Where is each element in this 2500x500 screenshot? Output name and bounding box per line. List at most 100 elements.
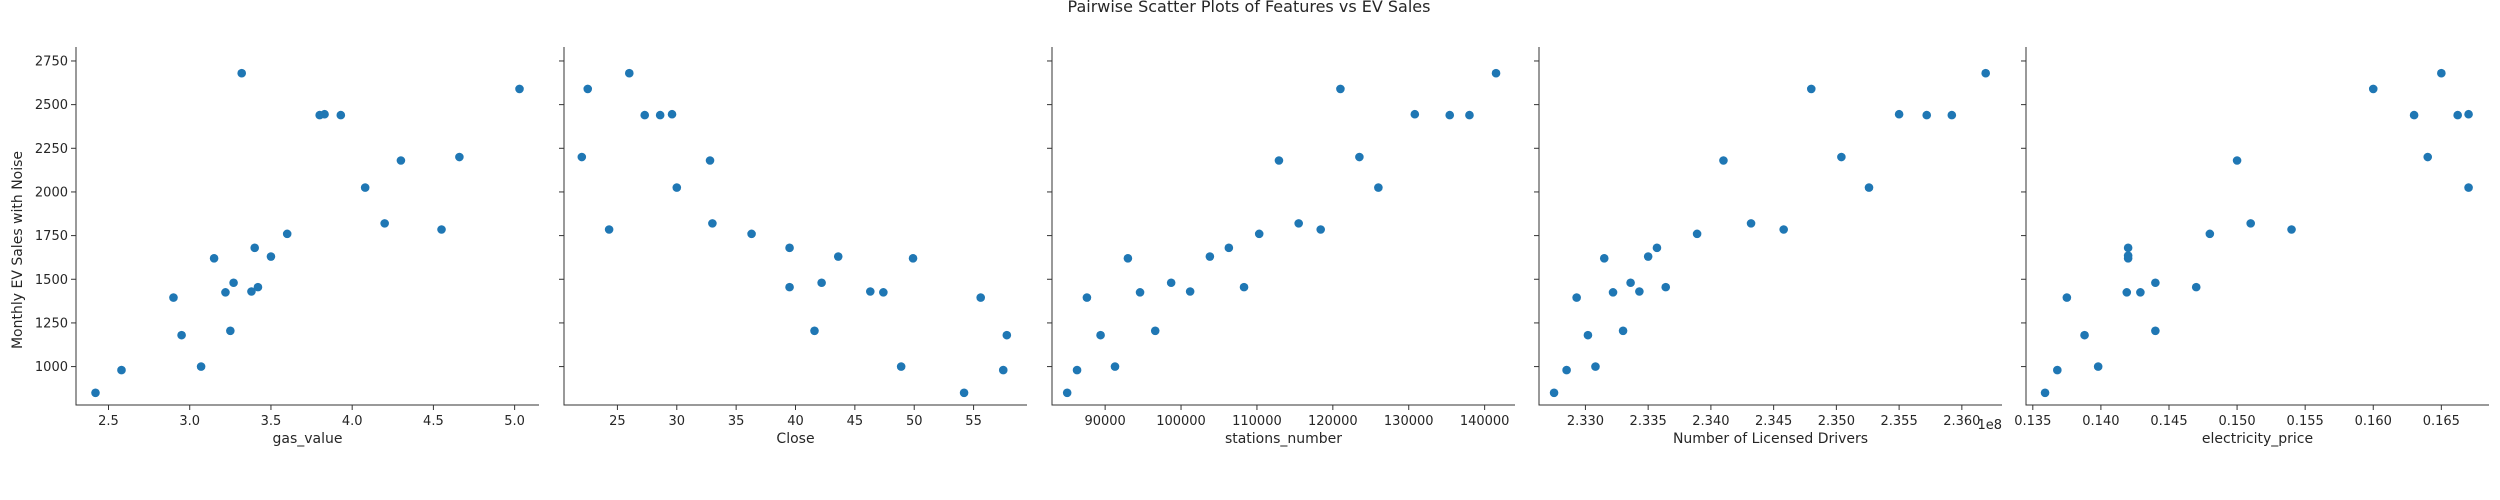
data-point [1746, 219, 1756, 228]
x-tick-label: 130000 [1384, 414, 1434, 429]
y-tick-label: 2500 [35, 98, 68, 113]
x-tick-label: 2.360 [1943, 414, 1980, 429]
data-point [1692, 229, 1702, 239]
x-axis-label: stations_number [1225, 431, 1342, 447]
data-point [747, 229, 756, 239]
y-tick-label: 1500 [35, 273, 68, 288]
x-tick-label: 0.150 [2218, 414, 2255, 429]
data-point [624, 68, 634, 78]
x-tick-label: 30 [669, 414, 686, 429]
x-tick-label: 2.345 [1755, 414, 1792, 429]
x-tick-label: 0.145 [2150, 414, 2187, 429]
data-point [1135, 288, 1145, 297]
data-point [396, 156, 406, 165]
data-point [1465, 110, 1474, 120]
data-point [959, 388, 969, 398]
x-tick-label: 2.340 [1692, 414, 1729, 429]
data-point [2080, 330, 2089, 340]
data-point [810, 326, 819, 336]
data-point [2062, 293, 2072, 302]
data-point [1583, 330, 1593, 340]
data-point [169, 293, 178, 302]
data-point [1336, 84, 1345, 94]
data-point [2040, 388, 2050, 398]
data-point [1294, 219, 1303, 228]
data-point [2246, 219, 2255, 228]
data-point [1123, 254, 1133, 263]
x-tick-label: 2.5 [98, 414, 119, 429]
x-tick-label: 140000 [1460, 414, 1510, 429]
data-point [177, 330, 186, 340]
scatter-panels: 1000 1250 1500 1750 2000 2250 2500 2750 2.5 3.0 3.… [35, 47, 2489, 447]
data-point [705, 156, 715, 165]
data-point [320, 109, 329, 119]
x-tick-label: 90000 [1084, 414, 1125, 429]
x-offset-text: 1e8 [1977, 418, 2002, 433]
data-point [1072, 365, 1082, 375]
data-point [209, 254, 219, 263]
data-point [865, 287, 875, 296]
x-tick-label: 40 [787, 414, 804, 429]
data-point [2409, 110, 2419, 120]
data-point [229, 278, 238, 288]
y-tick-label: 2250 [35, 142, 68, 157]
data-point [196, 362, 206, 371]
x-tick-label: 25 [609, 414, 626, 429]
data-point [2123, 243, 2133, 253]
x-tick-label: 2.350 [1818, 414, 1855, 429]
data-point [2053, 365, 2062, 375]
data-point [2123, 251, 2133, 260]
x-tick-label: 4.0 [342, 414, 363, 429]
data-point [640, 110, 650, 120]
data-point [2464, 183, 2473, 192]
data-point [515, 84, 524, 94]
x-tick-label: 45 [847, 414, 864, 429]
x-axis-label: Number of Licensed Drivers [1673, 431, 1868, 447]
data-point [1205, 252, 1215, 261]
data-point [1110, 362, 1120, 371]
x-tick-label: 2.355 [1881, 414, 1918, 429]
data-point [2191, 282, 2201, 292]
data-point [833, 252, 843, 261]
x-tick-label: 110000 [1232, 414, 1282, 429]
data-point [604, 225, 614, 234]
data-point [1626, 278, 1635, 288]
data-point [976, 293, 985, 302]
data-point [655, 110, 665, 120]
data-point [1922, 110, 1932, 120]
data-point [817, 278, 826, 288]
data-point [2232, 156, 2242, 165]
data-point [247, 287, 256, 296]
data-point [896, 362, 906, 371]
data-point [282, 229, 292, 239]
data-point [1355, 152, 1364, 162]
y-tick-label: 1750 [35, 229, 68, 244]
x-tick-label: 4.5 [423, 414, 444, 429]
y-tick-label: 1250 [35, 316, 68, 331]
data-point [1316, 225, 1325, 234]
data-point [1591, 362, 1600, 371]
x-axis-label: electricity_price [2202, 431, 2313, 447]
data-point [2122, 288, 2132, 297]
data-point [1410, 109, 1420, 119]
data-point [1981, 68, 1990, 78]
data-point [1254, 229, 1264, 239]
data-point [221, 288, 230, 297]
x-tick-label: 2.335 [1630, 414, 1667, 429]
x-tick-label: 55 [965, 414, 982, 429]
x-tick-label: 0.160 [2355, 414, 2392, 429]
scatter-panel-2: 25 30 35 40 45 50 55 Close [559, 47, 1027, 447]
figure-title: Pairwise Scatter Plots of Features vs EV… [1068, 0, 1431, 16]
data-point [1491, 68, 1501, 78]
data-point [1608, 288, 1618, 297]
data-point [2464, 109, 2473, 119]
y-tick-label: 2750 [35, 54, 68, 69]
data-point [1549, 388, 1559, 398]
data-point [2368, 84, 2378, 94]
x-axis-label: gas_value [273, 431, 343, 447]
x-tick-label: 3.5 [261, 414, 282, 429]
data-point [1806, 84, 1816, 94]
data-point [437, 225, 446, 234]
data-point [1643, 252, 1653, 261]
